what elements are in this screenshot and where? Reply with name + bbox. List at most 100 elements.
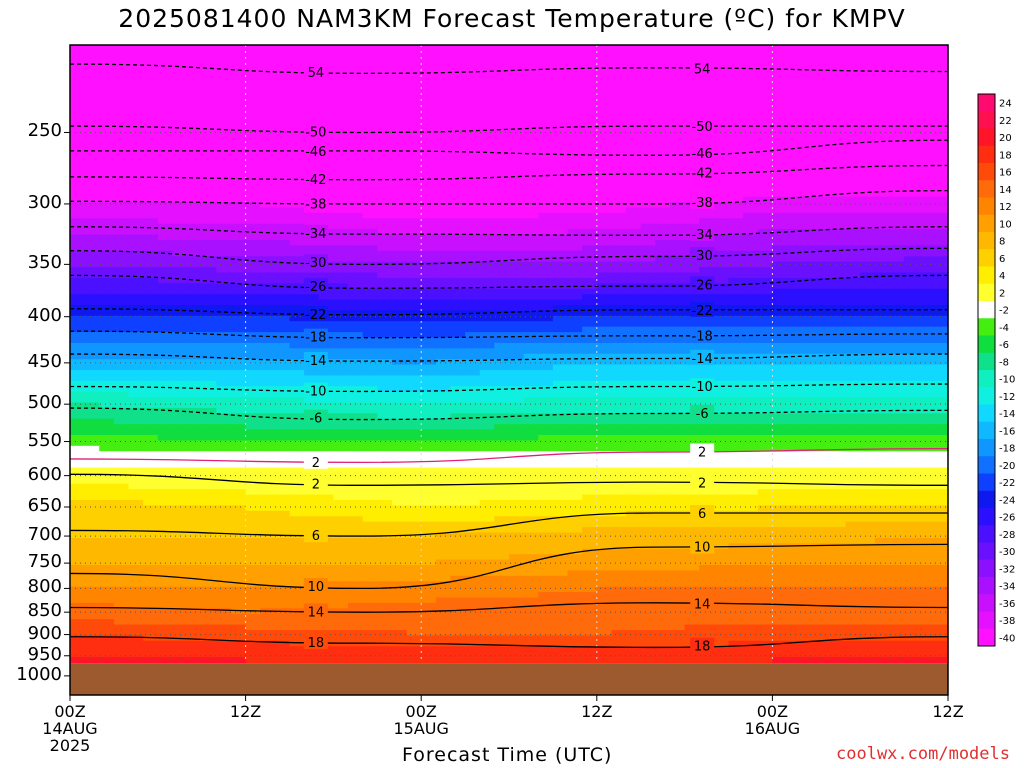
field-cell <box>860 391 876 398</box>
field-cell <box>479 153 495 160</box>
field-cell <box>523 337 539 344</box>
field-cell <box>377 115 393 122</box>
field-cell <box>582 137 598 144</box>
field-cell <box>874 418 891 425</box>
field-cell <box>70 456 86 463</box>
field-cell <box>157 191 174 198</box>
field-cell <box>699 240 715 247</box>
field-cell <box>728 261 744 268</box>
field-cell <box>172 451 188 458</box>
field-cell <box>523 456 539 463</box>
field-cell <box>816 137 832 144</box>
field-cell <box>787 326 803 333</box>
field-cell <box>333 142 349 149</box>
field-cell <box>274 72 291 79</box>
field-cell <box>904 153 920 160</box>
field-cell <box>552 126 569 133</box>
field-cell <box>348 93 364 100</box>
field-cell <box>230 175 247 182</box>
field-cell <box>509 342 525 349</box>
field-cell <box>801 261 817 268</box>
field-cell <box>421 164 437 171</box>
field-cell <box>787 207 803 214</box>
field-cell <box>713 147 730 154</box>
field-cell <box>538 72 554 79</box>
field-cell <box>216 489 232 496</box>
field-cell <box>377 424 393 431</box>
field-cell <box>70 77 86 84</box>
field-cell <box>596 110 613 117</box>
field-cell <box>509 294 525 301</box>
field-cell <box>757 115 773 122</box>
field-cell <box>933 99 949 106</box>
field-cell <box>479 315 495 322</box>
field-cell <box>889 120 905 127</box>
field-cell <box>538 467 554 474</box>
field-cell <box>567 45 583 52</box>
field-cell <box>333 467 349 474</box>
field-cell <box>421 294 437 301</box>
field-cell <box>626 45 642 52</box>
field-cell <box>816 50 832 57</box>
field-cell <box>523 153 539 160</box>
field-cell <box>626 196 642 203</box>
field-cell <box>391 402 408 409</box>
field-cell <box>918 321 934 328</box>
field-cell <box>904 66 920 73</box>
field-cell <box>933 191 949 198</box>
field-cell <box>860 256 876 263</box>
field-cell <box>933 180 949 187</box>
field-cell <box>99 407 115 414</box>
field-cell <box>538 61 554 68</box>
field-cell <box>904 99 920 106</box>
field-cell <box>421 88 437 95</box>
field-cell <box>582 288 598 295</box>
field-cell <box>611 120 627 127</box>
field-cell <box>523 256 539 263</box>
field-cell <box>889 267 905 274</box>
field-cell <box>318 99 334 106</box>
field-cell <box>318 191 334 198</box>
field-cell <box>274 196 291 203</box>
field-cell <box>304 294 320 301</box>
field-cell <box>494 93 510 100</box>
field-cell <box>465 164 481 171</box>
field-cell <box>743 185 759 192</box>
field-cell <box>274 445 291 452</box>
field-cell <box>245 397 261 404</box>
field-cell <box>362 240 378 247</box>
field-cell <box>801 451 817 458</box>
field-cell <box>70 386 86 393</box>
field-cell <box>830 261 847 268</box>
field-cell <box>830 272 847 279</box>
field-cell <box>874 353 891 360</box>
field-cell <box>582 82 598 89</box>
field-cell <box>70 467 86 474</box>
field-cell <box>509 142 525 149</box>
field-cell <box>669 45 686 52</box>
field-cell <box>860 315 876 322</box>
field-cell <box>787 250 803 257</box>
field-cell <box>391 375 408 382</box>
field-cell <box>918 191 934 198</box>
field-cell <box>128 131 144 138</box>
field-cell <box>743 288 759 295</box>
field-cell <box>567 315 583 322</box>
field-cell <box>201 147 217 154</box>
field-cell <box>743 305 759 312</box>
field-cell <box>406 267 422 274</box>
field-cell <box>538 435 554 442</box>
field-cell <box>830 342 847 349</box>
field-cell <box>772 451 788 458</box>
field-cell <box>801 445 817 452</box>
field-cell <box>699 82 715 89</box>
field-cell <box>567 245 583 252</box>
field-cell <box>143 61 159 68</box>
field-cell <box>787 277 803 284</box>
field-cell <box>289 429 305 436</box>
field-cell <box>201 326 217 333</box>
field-cell <box>274 245 291 252</box>
field-cell <box>567 418 583 425</box>
field-cell <box>435 229 452 236</box>
field-cell <box>304 467 320 474</box>
